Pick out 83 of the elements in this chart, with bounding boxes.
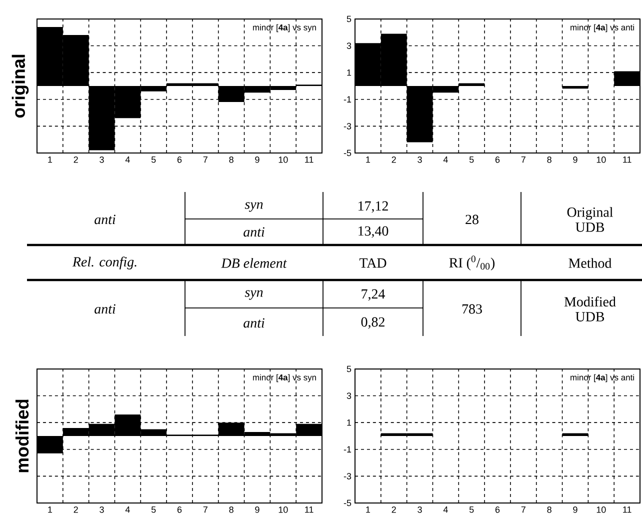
x-tick-label: 10 xyxy=(596,506,606,513)
x-tick-label: 2 xyxy=(74,156,78,163)
x-tick-label: 9 xyxy=(255,506,260,513)
text: 17,12 xyxy=(358,201,388,213)
x-tick-label: 1 xyxy=(48,156,52,163)
text: 783 xyxy=(462,304,482,314)
x-tick-label: 7 xyxy=(521,506,526,513)
y-tick-label: -3 xyxy=(344,473,352,480)
x-tick-label: 9 xyxy=(573,156,578,163)
x-tick-label: 5 xyxy=(151,506,156,513)
text: 7,24 xyxy=(362,289,385,301)
bar xyxy=(458,83,485,86)
y-axis-title: modified xyxy=(15,400,29,472)
text: anti xyxy=(244,227,264,237)
text: Rel. config. xyxy=(72,256,136,270)
y-tick-label: 5 xyxy=(346,366,352,372)
annotation: minor [4a] vs anti xyxy=(570,24,634,32)
y-tick-label: -1 xyxy=(344,446,352,452)
x-tick-label: 5 xyxy=(469,156,474,163)
x-tick-label: 1 xyxy=(366,506,370,513)
x-tick-label: 2 xyxy=(392,156,396,163)
text: Original UDB xyxy=(567,207,613,232)
x-tick-label: 6 xyxy=(177,506,182,513)
x-tick-label: 8 xyxy=(229,506,234,513)
y-tick-label: 3 xyxy=(346,392,352,399)
x-tick-label: 4 xyxy=(125,156,130,163)
x-tick-label: 10 xyxy=(278,156,288,163)
bar xyxy=(562,86,588,89)
y-tick-label: 1 xyxy=(347,69,352,76)
x-tick-label: 8 xyxy=(229,156,234,163)
x-tick-label: 4 xyxy=(443,156,448,163)
x-tick-label: 11 xyxy=(623,156,632,163)
x-tick-label: 4 xyxy=(443,506,448,513)
text: anti xyxy=(94,304,116,314)
x-tick-label: 11 xyxy=(623,506,632,513)
x-tick-label: 11 xyxy=(305,506,314,513)
x-tick-label: 7 xyxy=(521,156,526,163)
text: anti xyxy=(244,318,264,328)
annotation: minor [4a] vs anti xyxy=(570,374,634,382)
annotation: minor [4a] vs syn xyxy=(253,374,316,382)
x-tick-label: 10 xyxy=(596,156,606,163)
x-tick-label: 1 xyxy=(48,506,52,513)
x-tick-label: 6 xyxy=(495,506,500,513)
x-tick-label: 9 xyxy=(255,156,260,163)
x-tick-label: 5 xyxy=(469,506,474,513)
text: syn xyxy=(244,290,263,300)
x-tick-label: 7 xyxy=(203,156,208,163)
x-tick-label: 8 xyxy=(547,156,552,163)
x-tick-label: 3 xyxy=(100,506,104,513)
x-tick-label: 8 xyxy=(547,506,552,513)
text: anti xyxy=(94,214,116,224)
y-tick-label: 1 xyxy=(347,419,352,426)
x-tick-label: 3 xyxy=(418,506,422,513)
text: Method xyxy=(568,258,612,268)
text: TAD xyxy=(359,258,386,268)
x-tick-label: 3 xyxy=(100,156,104,163)
x-tick-label: 3 xyxy=(418,156,422,163)
x-tick-label: 2 xyxy=(392,506,396,513)
x-tick-label: 2 xyxy=(74,506,78,513)
annotation: minor [4a] vs syn xyxy=(253,24,316,32)
y-axis-title: original xyxy=(12,54,29,118)
text: 0,82 xyxy=(361,317,384,329)
text: DB element xyxy=(221,258,288,268)
x-tick-label: 5 xyxy=(151,156,156,163)
x-tick-label: 4 xyxy=(125,506,130,513)
x-tick-label: 10 xyxy=(278,506,288,513)
y-tick-label: -5 xyxy=(344,150,352,156)
y-tick-label: 3 xyxy=(346,42,352,49)
x-tick-label: 7 xyxy=(203,506,208,513)
x-tick-label: 6 xyxy=(495,156,500,163)
y-tick-label: -5 xyxy=(344,500,352,506)
x-tick-label: 11 xyxy=(305,156,314,163)
text: 28 xyxy=(466,214,478,224)
x-tick-label: 1 xyxy=(366,156,370,163)
y-tick-label: -3 xyxy=(344,123,352,130)
y-tick-label: -1 xyxy=(344,96,352,102)
text: RI ($^{0}$/$_{00}$) xyxy=(449,256,495,270)
x-tick-label: 9 xyxy=(573,506,578,513)
text: syn xyxy=(244,202,263,212)
text: 13,40 xyxy=(358,226,388,238)
x-tick-label: 6 xyxy=(177,156,182,163)
text: Modified UDB xyxy=(564,296,616,322)
y-tick-label: 5 xyxy=(346,16,352,22)
